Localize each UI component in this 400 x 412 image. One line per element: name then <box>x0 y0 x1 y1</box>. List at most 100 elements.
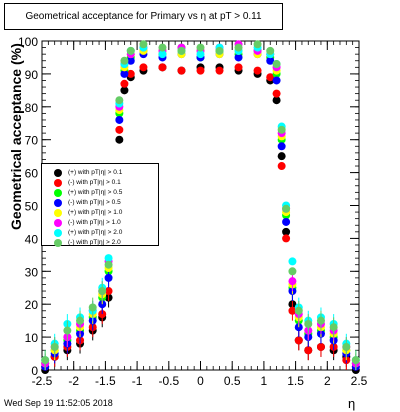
data-point <box>115 135 124 144</box>
data-point <box>351 356 360 365</box>
data-point <box>215 46 224 55</box>
data-point <box>329 323 338 332</box>
x-tick-label: 1.5 <box>287 374 304 388</box>
chart-title: Geometrical acceptance for Primary vs η … <box>4 3 283 30</box>
data-point <box>120 56 129 65</box>
y-tick-label: 30 <box>25 265 39 279</box>
data-point <box>288 257 297 266</box>
legend-label: (+) with pT|η| > 0.1 <box>68 169 123 176</box>
data-point <box>88 303 97 312</box>
data-point <box>304 346 313 355</box>
legend-marker <box>54 229 62 237</box>
y-tick-label: 0 <box>31 364 38 378</box>
data-point <box>277 125 286 134</box>
data-point <box>234 53 243 62</box>
data-point <box>120 86 129 95</box>
data-point <box>196 43 205 52</box>
data-point <box>282 204 291 213</box>
x-tick-label: -0.5 <box>158 374 179 388</box>
data-point <box>272 96 281 105</box>
legend-entry: (-) with pT|η| > 1.0 <box>42 217 158 227</box>
data-point <box>120 69 129 78</box>
data-point <box>234 63 243 72</box>
data-point <box>196 66 205 75</box>
data-point <box>316 316 325 325</box>
legend-label: (+) with pT|η| > 1.0 <box>68 209 123 216</box>
x-tick-label: -2.5 <box>32 374 53 388</box>
data-point <box>215 66 224 75</box>
legend-label: (-) with pT|η| > 1.0 <box>68 219 121 226</box>
data-point <box>342 342 351 351</box>
data-point <box>139 40 148 49</box>
x-tick-label: 0.5 <box>224 374 241 388</box>
data-point <box>272 60 281 69</box>
data-point <box>266 46 275 55</box>
legend-label: (-) with pT|η| > 2.0 <box>68 239 121 246</box>
legend-marker <box>54 219 62 227</box>
data-point <box>266 56 275 65</box>
y-tick-label: 20 <box>25 298 39 312</box>
legend-entry: (-) with pT|η| > 0.5 <box>42 197 158 207</box>
data-point <box>139 63 148 72</box>
data-point <box>126 46 135 55</box>
data-point <box>104 287 113 296</box>
data-point <box>177 66 186 75</box>
date-stamp: Wed Sep 19 11:52:05 2018 <box>4 398 113 408</box>
legend-marker <box>54 179 62 187</box>
data-point <box>277 152 286 161</box>
legend-entry: (+) with pT|η| > 0.5 <box>42 187 158 197</box>
data-point <box>115 125 124 134</box>
x-tick-label: 2 <box>324 374 331 388</box>
data-point <box>288 277 297 286</box>
legend-marker <box>54 239 62 247</box>
data-point <box>41 356 50 365</box>
y-tick-label: 40 <box>25 232 39 246</box>
data-point <box>288 267 297 276</box>
x-tick-label: -2 <box>68 374 79 388</box>
x-tick-label: -1 <box>132 374 143 388</box>
x-tick-label: -1.5 <box>95 374 116 388</box>
data-point <box>282 234 291 243</box>
legend-label: (+) with pT|η| > 0.5 <box>68 189 123 196</box>
x-tick-label: 0 <box>197 374 204 388</box>
data-point <box>288 306 297 315</box>
data-point <box>63 326 72 335</box>
y-tick-label: 90 <box>25 68 39 82</box>
data-point <box>50 342 59 351</box>
data-point <box>177 46 186 55</box>
data-point <box>266 73 275 82</box>
data-point <box>158 43 167 52</box>
legend-marker <box>54 189 62 197</box>
data-point <box>277 162 286 171</box>
y-tick-label: 10 <box>25 331 39 345</box>
legend-marker <box>54 169 62 177</box>
data-point <box>294 306 303 315</box>
data-point <box>282 227 291 236</box>
data-point <box>304 319 313 328</box>
data-point <box>196 50 205 59</box>
x-axis-label: η <box>348 396 356 411</box>
data-point <box>272 76 281 85</box>
data-point <box>115 96 124 105</box>
data-point <box>294 336 303 345</box>
legend-entry: (+) with pT|η| > 0.1 <box>42 167 158 177</box>
data-point <box>76 316 85 325</box>
data-point <box>277 142 286 151</box>
data-point <box>115 115 124 124</box>
data-point <box>126 69 135 78</box>
data-point <box>104 260 113 269</box>
y-tick-label: 80 <box>25 101 39 115</box>
legend: (+) with pT|η| > 0.1 (-) with pT|η| > 0.1… <box>41 163 159 247</box>
legend-label: (-) with pT|η| > 0.5 <box>68 199 121 206</box>
x-tick-label: 2.5 <box>351 374 368 388</box>
data-point <box>104 273 113 282</box>
data-point <box>158 63 167 72</box>
data-point <box>126 56 135 65</box>
y-tick-label: 60 <box>25 167 39 181</box>
x-tick-label: 1 <box>261 374 268 388</box>
data-point <box>120 79 129 88</box>
legend-label: (-) with pT|η| > 0.1 <box>68 179 121 186</box>
data-point <box>158 50 167 59</box>
legend-entry: (-) with pT|η| > 2.0 <box>42 237 158 247</box>
